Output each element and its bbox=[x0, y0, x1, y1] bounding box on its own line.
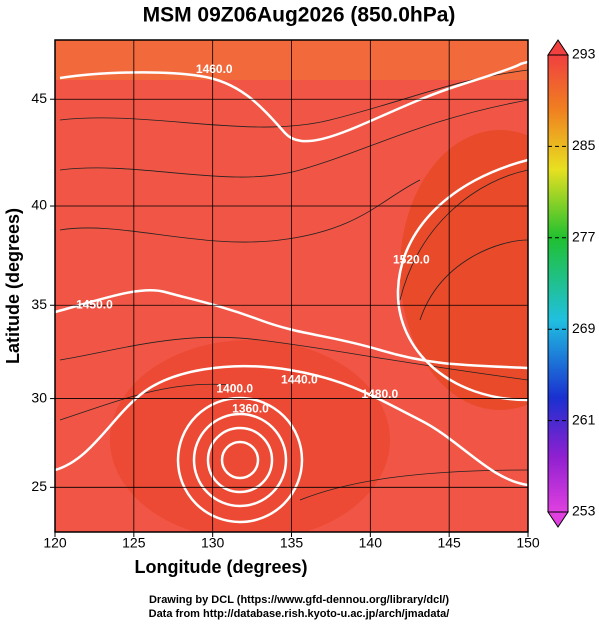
y-tick-label: 45 bbox=[31, 90, 47, 106]
colorbar-tick-label: 277 bbox=[572, 229, 596, 245]
colorbar-tick-label: 269 bbox=[572, 320, 596, 336]
colorbar-bottom-arrow bbox=[547, 511, 569, 528]
streamlines bbox=[59, 69, 528, 501]
x-tick-label: 150 bbox=[516, 535, 540, 551]
y-tick-label: 30 bbox=[31, 389, 47, 405]
contour-label: 1460.0 bbox=[196, 62, 233, 76]
y-axis-label: Latitude (degrees) bbox=[3, 208, 23, 364]
warm-region bbox=[400, 130, 528, 410]
x-tick-label: 120 bbox=[43, 535, 67, 551]
y-tick-label: 25 bbox=[31, 478, 47, 494]
contour-labels: 1460.0 1450.0 1520.0 1400.0 1440.0 1360.0 1480… bbox=[76, 62, 430, 415]
colorbar-tick-label: 261 bbox=[572, 411, 596, 427]
map-field: 1460.0 1450.0 1520.0 1400.0 1440.0 1360.0 1480… bbox=[55, 40, 528, 532]
footer-line: Drawing by DCL (https://www.gfd-dennou.o… bbox=[149, 594, 449, 606]
colorbar-tick-label: 285 bbox=[572, 137, 596, 153]
contour-label: 1450.0 bbox=[76, 297, 113, 311]
x-axis-label: Longitude (degrees) bbox=[134, 557, 307, 577]
contour-label: 1480.0 bbox=[361, 387, 398, 401]
footer-line: Data from http://database.rish.kyoto-u.a… bbox=[149, 608, 450, 620]
x-tick-label: 140 bbox=[359, 535, 383, 551]
contour-label: 1400.0 bbox=[216, 382, 253, 396]
contour-label: 1520.0 bbox=[393, 253, 430, 267]
contour-label: 1440.0 bbox=[281, 372, 318, 386]
colorbar-tick-label: 293 bbox=[572, 46, 596, 62]
grid bbox=[55, 40, 528, 532]
chart-title: MSM 09Z06Aug2026 (850.0hPa) bbox=[143, 4, 456, 27]
colorbar-top-arrow bbox=[547, 39, 569, 56]
colorbar-tick-label: 253 bbox=[572, 503, 596, 519]
x-tick-label: 135 bbox=[280, 535, 304, 551]
contour-label: 1360.0 bbox=[232, 402, 269, 416]
x-tick-label: 125 bbox=[122, 535, 146, 551]
colorbar bbox=[547, 54, 569, 513]
y-tick-label: 40 bbox=[31, 197, 47, 213]
warm-region bbox=[110, 340, 390, 532]
x-tick-label: 130 bbox=[201, 535, 225, 551]
y-tick-label: 35 bbox=[31, 296, 47, 312]
x-tick-label: 145 bbox=[437, 535, 461, 551]
contours bbox=[55, 60, 528, 524]
